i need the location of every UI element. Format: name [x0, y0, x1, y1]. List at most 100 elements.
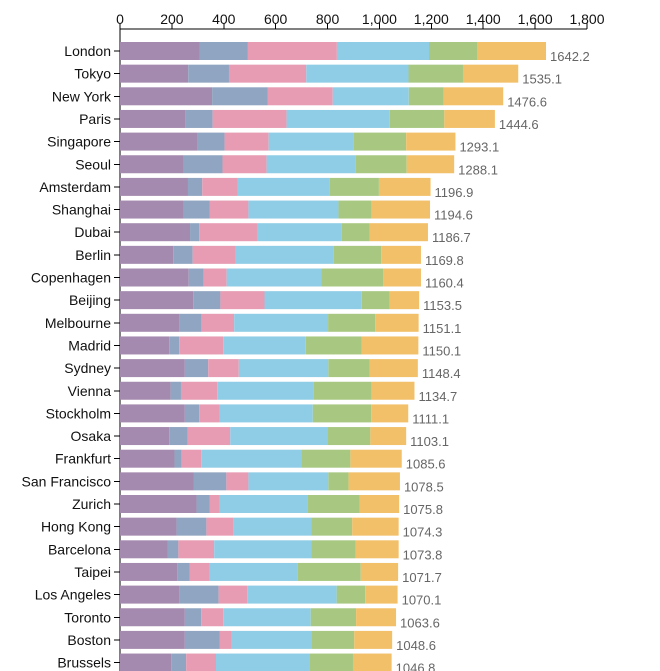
- bar-total-label: 1476.6: [507, 94, 547, 109]
- bar-segment: [328, 472, 349, 491]
- bar-segment: [226, 472, 249, 491]
- bar-segment: [219, 495, 308, 513]
- bar-segment: [311, 540, 356, 559]
- bar-segment: [234, 313, 329, 332]
- bar-segment: [120, 653, 172, 671]
- y-tick-label: Boston: [67, 632, 111, 648]
- bar-segment: [120, 109, 186, 128]
- bar-segment: [184, 630, 220, 649]
- bar-segment: [336, 42, 429, 60]
- bar-total-label: 1071.7: [402, 570, 442, 585]
- x-tick-label: 600: [264, 11, 288, 27]
- bar-segment: [209, 200, 249, 219]
- bar-segment: [201, 608, 224, 627]
- bar-segment: [192, 245, 236, 264]
- bar-segment: [307, 495, 360, 513]
- bar-segment: [223, 336, 306, 355]
- bar-segment: [408, 87, 444, 106]
- bar-segment: [231, 630, 312, 649]
- bar-total-label: 1111.1: [412, 411, 449, 426]
- bar-segment: [188, 268, 204, 287]
- bar-segment: [120, 359, 185, 378]
- bar-total-label: 1085.6: [406, 457, 446, 472]
- y-tick-label: Osaka: [71, 428, 112, 444]
- bar-segment: [443, 87, 504, 106]
- y-tick-label: Paris: [79, 111, 111, 127]
- bar-segment: [120, 427, 170, 446]
- bar-segment: [212, 87, 268, 106]
- y-tick-label: Taipei: [74, 564, 111, 580]
- y-tick-label: Sydney: [64, 360, 111, 376]
- bar-segment: [120, 608, 185, 627]
- bar-segment: [309, 653, 353, 671]
- bar-segment: [183, 155, 223, 174]
- bar-segment: [120, 64, 189, 83]
- bar-segment: [178, 540, 215, 559]
- bar-segment: [352, 653, 392, 671]
- y-tick-label: London: [64, 43, 111, 59]
- bar-total-label: 1535.1: [522, 72, 562, 87]
- bar-segment: [354, 630, 393, 649]
- bar-total-label: 1196.9: [435, 185, 474, 200]
- bar-segment: [238, 359, 329, 378]
- bar-segment: [353, 132, 407, 151]
- bar-segment: [180, 381, 218, 400]
- bar-total-label: 1293.1: [459, 140, 499, 155]
- bar-segment: [476, 42, 547, 60]
- bar-segment: [188, 64, 229, 83]
- bar-segment: [179, 313, 202, 332]
- bar-segment: [222, 155, 267, 174]
- y-tick-label: Melbourne: [45, 315, 111, 331]
- bar-segment: [183, 200, 210, 219]
- y-tick-label: Los Angeles: [35, 587, 111, 603]
- y-axis: London Tokyo New York Paris Singapore Seoul Am…: [22, 29, 121, 671]
- x-tick-label: 1,800: [569, 11, 604, 27]
- bar-segment: [120, 472, 194, 491]
- bar-segment: [203, 268, 227, 287]
- y-tick-label: Toronto: [64, 609, 111, 625]
- bar-segment: [371, 381, 415, 400]
- bar-total-label: 1103.1: [410, 434, 449, 449]
- y-tick-label: Singapore: [47, 134, 111, 150]
- y-tick-label: Stockholm: [46, 405, 111, 421]
- bar-segment: [120, 268, 189, 287]
- bar-segment: [301, 449, 351, 468]
- bar-segment: [120, 562, 178, 581]
- bar-segment: [248, 200, 339, 219]
- bar-segment: [286, 109, 390, 128]
- bar-segment: [120, 381, 171, 400]
- bar-segment: [256, 223, 342, 242]
- bar-segment: [170, 381, 181, 400]
- bar-total-label: 1150.1: [422, 343, 461, 358]
- x-tick-label: 200: [160, 11, 184, 27]
- bar-segment: [371, 404, 409, 423]
- bar-total-label: 1160.4: [425, 276, 464, 291]
- bar-segment: [184, 359, 209, 378]
- bar-segment: [120, 223, 191, 242]
- y-tick-label: Barcelona: [48, 541, 111, 557]
- bar-segment: [187, 177, 203, 196]
- bar-segment: [297, 562, 361, 581]
- y-tick-label: Frankfurt: [55, 451, 111, 467]
- bar-segment: [120, 177, 188, 196]
- y-tick-label: Beijing: [69, 292, 111, 308]
- bar-total-label: 1148.4: [422, 366, 461, 381]
- bar-segment: [199, 42, 248, 60]
- bar-segment: [338, 200, 372, 219]
- bar-segment: [361, 336, 419, 355]
- bar-segment: [312, 404, 372, 423]
- bar-segment: [196, 495, 210, 513]
- bar-segment: [360, 562, 399, 581]
- bar-segment: [352, 517, 399, 536]
- bar-segment: [184, 404, 200, 423]
- bar-segment: [237, 177, 330, 196]
- bar-segment: [179, 585, 219, 604]
- bar-segment: [328, 313, 376, 332]
- bar-segment: [332, 87, 409, 106]
- bar-total-label: 1444.6: [499, 117, 539, 132]
- bar-segment: [199, 223, 257, 242]
- y-tick-label: Madrid: [68, 337, 111, 353]
- bar-segment: [202, 177, 238, 196]
- bar-total-label: 1169.8: [425, 253, 464, 268]
